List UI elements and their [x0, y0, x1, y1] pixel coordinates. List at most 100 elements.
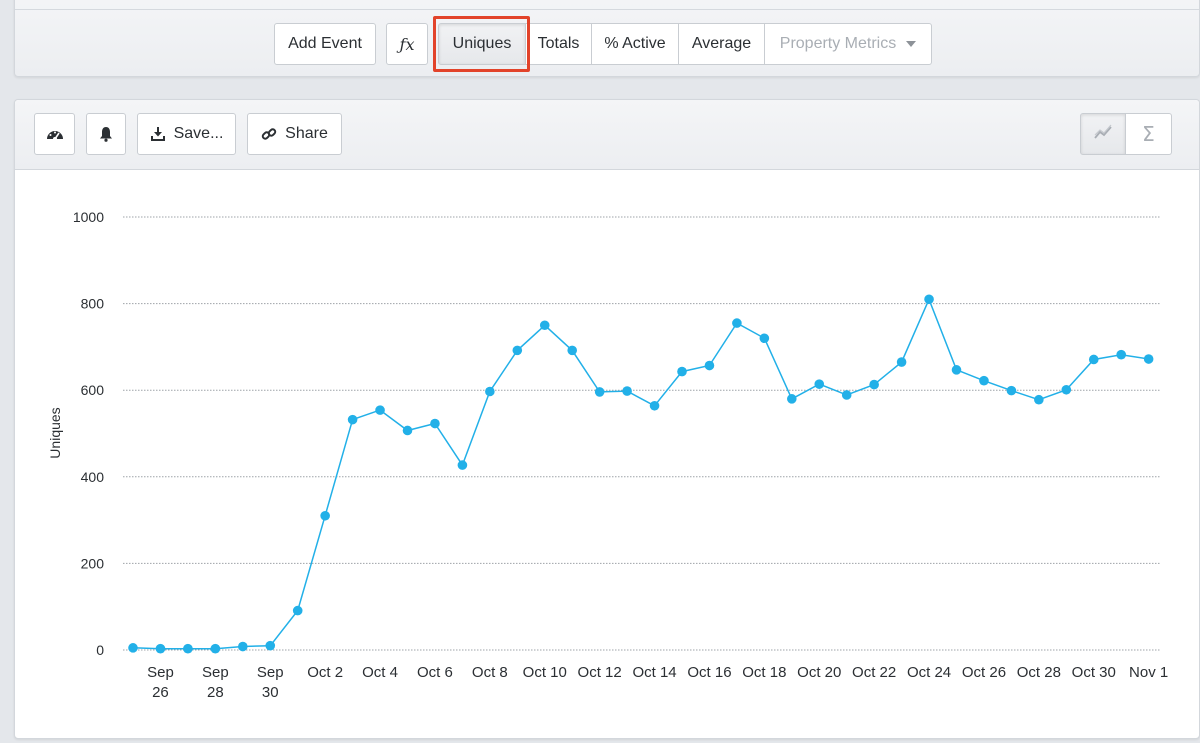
tab-label: Uniques [452, 35, 512, 52]
formula-button[interactable]: ƒx [386, 23, 428, 65]
add-event-label: Add Event [288, 35, 362, 52]
x-tick-label: Oct 18 [742, 664, 786, 681]
share-button[interactable]: Share [247, 113, 342, 155]
data-point[interactable] [1143, 354, 1154, 364]
metric-type-tabs: Uniques Totals % Active Average Property… [438, 23, 932, 65]
data-point[interactable] [539, 320, 550, 331]
y-tick-label: 1000 [73, 209, 104, 225]
x-tick-label: Oct 24 [907, 664, 951, 681]
property-metrics-dropdown[interactable]: Property Metrics [765, 23, 932, 65]
save-button[interactable]: Save... [137, 113, 236, 155]
x-tick-label: Sep 26 [147, 664, 174, 701]
chart-toolbar: Save... Share [15, 100, 1199, 170]
data-point[interactable] [869, 379, 879, 390]
data-point[interactable] [1006, 385, 1017, 396]
x-tick-label: Oct 10 [523, 664, 567, 681]
bell-icon [99, 126, 113, 142]
x-tick-label: Oct 16 [687, 664, 731, 681]
tab-percent-active[interactable]: % Active [592, 23, 679, 65]
data-point[interactable] [1061, 384, 1072, 395]
download-icon [150, 126, 166, 142]
y-tick-label: 600 [81, 382, 105, 398]
data-point[interactable] [677, 366, 687, 377]
line-view-button[interactable] [1080, 113, 1126, 155]
alert-button[interactable] [86, 113, 126, 155]
y-tick-label: 0 [96, 642, 104, 658]
data-point[interactable] [924, 294, 934, 305]
x-tick-label: Oct 30 [1072, 664, 1116, 681]
x-tick-label: Oct 2 [307, 664, 343, 681]
chart-view-toggle: Σ [1080, 113, 1172, 155]
x-tick-label: Oct 14 [632, 664, 676, 681]
x-tick-label: Sep 28 [202, 664, 229, 701]
data-point[interactable] [292, 605, 303, 616]
share-label: Share [285, 125, 328, 142]
tab-average[interactable]: Average [679, 23, 765, 65]
y-tick-label: 200 [81, 555, 105, 571]
data-point[interactable] [347, 414, 358, 425]
x-tick-label: Oct 20 [797, 664, 841, 681]
data-point[interactable] [1034, 394, 1044, 405]
tab-totals[interactable]: Totals [526, 23, 592, 65]
sigma-icon: Σ [1142, 122, 1155, 146]
data-point[interactable] [238, 641, 248, 652]
link-icon [261, 126, 277, 142]
x-tick-label: Sep 30 [257, 664, 284, 701]
x-tick-label: Oct 22 [852, 664, 896, 681]
save-label: Save... [173, 125, 224, 142]
data-point[interactable] [1088, 354, 1099, 365]
tab-label: Average [691, 35, 752, 52]
tab-uniques[interactable]: Uniques [438, 23, 526, 65]
x-tick-label: Oct 26 [962, 664, 1006, 681]
data-point[interactable] [704, 360, 715, 371]
property-metrics-label: Property Metrics [779, 35, 897, 52]
fx-icon: ƒx [399, 34, 415, 54]
add-event-button[interactable]: Add Event [274, 23, 376, 65]
data-point[interactable] [430, 418, 440, 429]
data-point[interactable] [402, 425, 413, 436]
data-point[interactable] [457, 460, 468, 470]
dashboard-button[interactable] [34, 113, 75, 155]
data-point[interactable] [485, 386, 495, 397]
data-point[interactable] [896, 357, 907, 367]
x-tick-label: Oct 28 [1017, 664, 1061, 681]
data-point[interactable] [210, 643, 221, 654]
y-axis-label: Uniques [47, 407, 63, 458]
dashboard-gauge-icon [46, 127, 64, 141]
series-line [132, 297, 1149, 650]
data-point[interactable] [155, 643, 166, 654]
data-point[interactable] [622, 386, 632, 396]
data-point[interactable] [265, 640, 276, 651]
data-point[interactable] [375, 405, 385, 415]
data-point[interactable] [128, 643, 138, 653]
tab-label: Totals [537, 35, 580, 52]
data-point[interactable] [183, 643, 193, 654]
x-tick-label: Oct 12 [578, 664, 622, 681]
y-tick-label: 800 [81, 296, 105, 312]
data-point[interactable] [567, 345, 577, 356]
data-point[interactable] [649, 400, 660, 411]
x-tick-label: Oct 6 [417, 664, 453, 681]
line-chart-icon [1093, 124, 1113, 145]
panel-divider [15, 9, 1199, 10]
report-card: Save... Share [14, 99, 1200, 739]
data-point[interactable] [732, 318, 742, 328]
x-tick-label: Oct 4 [362, 664, 398, 681]
caret-down-icon [906, 41, 917, 47]
cumulative-view-button[interactable]: Σ [1126, 113, 1172, 155]
data-point[interactable] [759, 333, 770, 344]
data-point[interactable] [979, 375, 989, 386]
tab-label: % Active [604, 35, 666, 52]
y-tick-label: 400 [81, 469, 105, 485]
data-point[interactable] [814, 379, 825, 389]
data-point[interactable] [1116, 349, 1126, 360]
data-point[interactable] [951, 365, 962, 375]
data-point[interactable] [787, 394, 797, 404]
chart-area: 0 200 400 600 800 1000 Sep 26 Sep 28 Sep 30 Oct 2 Oc… [15, 170, 1200, 740]
data-point[interactable] [841, 390, 852, 400]
x-tick-label: Nov 1 [1129, 664, 1168, 681]
data-point[interactable] [594, 387, 605, 397]
data-point[interactable] [512, 345, 523, 356]
data-point[interactable] [320, 510, 330, 521]
